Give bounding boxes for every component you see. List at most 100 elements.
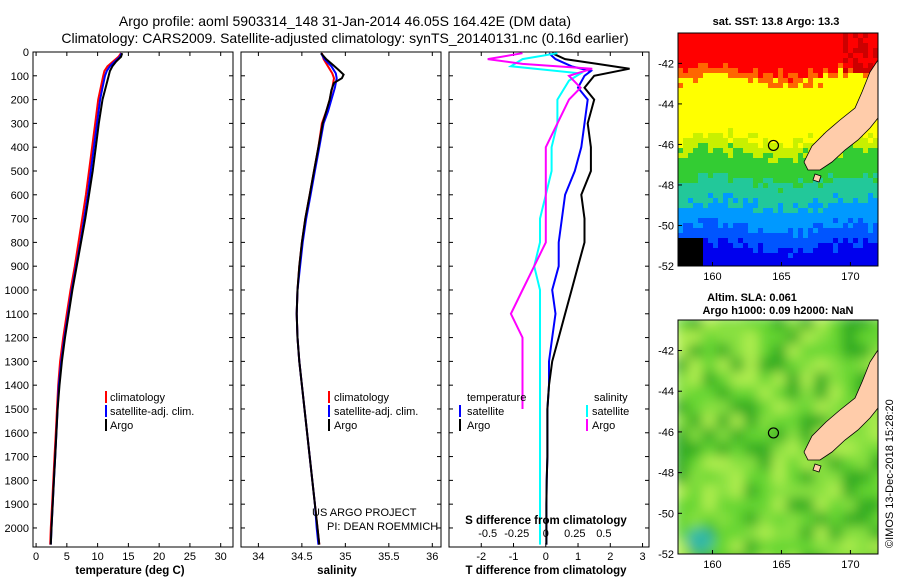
sst-cell — [728, 68, 734, 74]
sst-cell — [678, 228, 684, 234]
sst-cell — [783, 43, 789, 49]
sst-cell — [718, 168, 724, 174]
sst-cell — [683, 163, 689, 169]
sst-cell — [788, 173, 794, 179]
sst-cell — [708, 203, 714, 209]
sst-cell — [813, 243, 819, 249]
sst-cell — [728, 88, 734, 94]
sst-cell — [713, 228, 719, 234]
sst-cell — [748, 93, 754, 99]
sst-cell — [713, 208, 719, 214]
sst-cell — [808, 38, 814, 44]
sst-cell — [848, 208, 854, 214]
sst-cell — [688, 153, 694, 159]
sst-cell — [823, 253, 829, 259]
sla-cell — [688, 512, 704, 528]
sst-cell — [773, 78, 779, 84]
sla-cell — [688, 428, 704, 444]
sst-cell — [688, 53, 694, 59]
sst-cell — [693, 238, 699, 244]
sst-cell — [843, 158, 849, 164]
sst-cell — [818, 43, 824, 49]
sla-cell — [688, 484, 704, 500]
sst-cell — [783, 133, 789, 139]
salinity-panel — [240, 51, 442, 548]
sla-cell — [786, 498, 802, 514]
sst-cell — [693, 113, 699, 119]
sst-cell — [873, 183, 878, 189]
sst-cell — [753, 208, 759, 214]
sst-cell — [693, 98, 699, 104]
sst-cell — [848, 108, 854, 114]
sst-cell — [773, 208, 779, 214]
sst-cell — [698, 123, 704, 129]
sst-cell — [688, 223, 694, 229]
sst-cell — [733, 53, 739, 59]
sst-cell — [728, 183, 734, 189]
sst-cell — [728, 238, 734, 244]
sst-cell — [688, 83, 694, 89]
sst-cell — [848, 238, 854, 244]
sla-cell — [730, 428, 746, 444]
sst-cell — [798, 263, 804, 266]
sla-cell — [716, 386, 732, 402]
sst-cell — [728, 258, 734, 264]
sst-cell — [843, 88, 849, 94]
depth-tick-label: 1500 — [5, 404, 29, 416]
map-y-tick-label: -44 — [658, 99, 674, 111]
sst-cell — [738, 168, 744, 174]
sst-cell — [828, 243, 834, 249]
sst-cell — [678, 203, 684, 209]
sst-cell — [718, 198, 724, 204]
sla-cell — [702, 358, 718, 374]
map-y-tick-label: -44 — [658, 386, 674, 398]
sst-cell — [863, 238, 869, 244]
sst-cell — [678, 88, 684, 94]
sla-cell — [786, 358, 802, 374]
sst-cell — [853, 223, 859, 229]
sst-cell — [868, 203, 874, 209]
sst-cell — [768, 148, 774, 154]
sst-cell — [678, 233, 684, 239]
sst-cell — [748, 83, 754, 89]
sst-cell — [728, 178, 734, 184]
sst-cell — [868, 133, 874, 139]
sst-cell — [838, 98, 844, 104]
sst-cell — [753, 183, 759, 189]
sst-cell — [678, 103, 684, 109]
sla-cell — [744, 386, 760, 402]
sst-cell — [683, 248, 689, 254]
sla-cell — [744, 526, 760, 542]
sst-cell — [718, 58, 724, 64]
sla-cell — [702, 442, 718, 458]
sst-cell — [768, 173, 774, 179]
sst-cell — [748, 228, 754, 234]
sst-cell — [703, 53, 709, 59]
sst-cell — [813, 228, 819, 234]
sst-cell — [718, 183, 724, 189]
sst-cell — [788, 148, 794, 154]
sst-cell — [678, 98, 684, 104]
sst-cell — [698, 158, 704, 164]
sst-cell — [708, 263, 714, 266]
sst-cell — [808, 188, 814, 194]
sst-cell — [748, 243, 754, 249]
sst-cell — [863, 168, 869, 174]
series-line-t-argo — [545, 52, 630, 545]
sst-cell — [763, 78, 769, 84]
sla-cell — [758, 442, 774, 458]
sst-cell — [848, 153, 854, 159]
sst-cell — [813, 213, 819, 219]
sst-cell — [728, 168, 734, 174]
sst-cell — [863, 78, 869, 84]
sst-cell — [703, 248, 709, 254]
sla-cell — [842, 386, 858, 402]
sla-cell — [688, 386, 704, 402]
sla-cell — [716, 526, 732, 542]
sst-cell — [843, 173, 849, 179]
sst-cell — [773, 178, 779, 184]
sst-cell — [703, 123, 709, 129]
sst-cell — [823, 233, 829, 239]
sla-cell — [716, 512, 732, 528]
map-y-tick-label: -42 — [658, 58, 674, 70]
